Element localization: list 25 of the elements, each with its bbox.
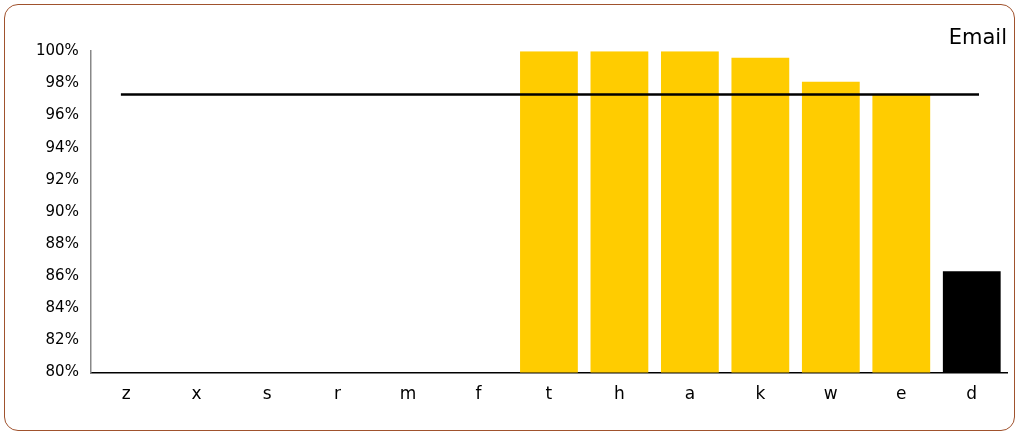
x-tick-label: d [966,383,978,404]
y-tick-label: 82% [45,330,79,349]
x-tick-label: h [614,383,625,404]
x-tick-label: s [262,383,272,404]
y-tick-label: 98% [45,73,79,92]
y-tick-label: 96% [45,105,79,124]
x-tick-label: w [823,383,838,404]
y-tick-label: 80% [45,362,79,381]
x-tick-label: k [755,383,766,404]
x-tick-label: f [475,383,483,404]
x-tick-label: r [334,383,342,404]
y-tick-label: 84% [45,298,79,317]
y-tick-label: 100% [35,41,79,60]
x-tick-label: a [684,383,696,404]
x-tick-label: m [399,383,417,404]
y-tick-label: 88% [45,233,79,252]
chart-title: Email [948,25,1007,50]
y-tick-label: 90% [45,201,79,220]
y-tick-label: 94% [45,137,79,156]
y-tick-label: 86% [45,266,79,285]
x-tick-label: e [896,383,907,404]
x-tick-label: z [121,383,131,404]
x-tick-label: t [545,383,553,404]
x-tick-label: x [191,383,202,404]
y-tick-label: 92% [45,169,79,188]
